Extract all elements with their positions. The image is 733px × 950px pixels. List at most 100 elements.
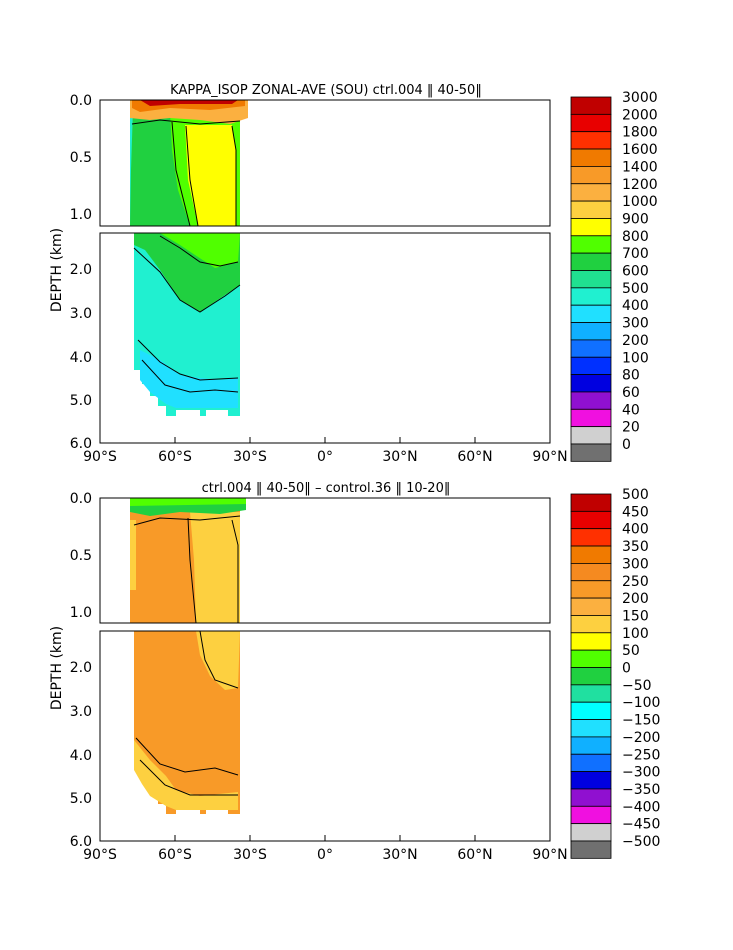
- panel-2-colorbar: 500450400350300250200150100500−50−100−15…: [570, 487, 660, 859]
- panel-2-xtick-label: 30°S: [233, 847, 267, 863]
- panel-1-colorbar-label: 100: [622, 350, 649, 366]
- panel-1-xtick-label: 30°S: [233, 449, 267, 465]
- panel-1-colorbar-swatch: [570, 200, 612, 219]
- panel-1-colorbar: 3000200018001600140012001000900800700600…: [570, 90, 658, 462]
- panel-2-colorbar-label: 400: [622, 522, 649, 538]
- panel-2-colorbar-label: −250: [622, 747, 660, 763]
- panel-2-colorbar-swatch: [570, 632, 612, 651]
- panel-1-colorbar-label: 1000: [622, 194, 658, 210]
- panel-1-upper-field: [130, 100, 248, 227]
- panel-1-colorbar-swatch: [570, 131, 612, 150]
- panel-1-xtick-label: 60°S: [158, 449, 192, 465]
- panel-2-colorbar-label: 350: [622, 539, 649, 555]
- panel-1-colorbar-label: 0: [622, 437, 631, 453]
- contour-lower-3: [137, 339, 239, 381]
- panel-1-colorbar-swatch: [570, 374, 612, 393]
- panel-1-colorbar-swatch: [570, 287, 612, 306]
- region-3000: [140, 100, 238, 106]
- panel-2-title: ctrl.004 ‖ 40-50‖ – control.36 ‖ 10-20‖: [202, 481, 451, 496]
- panel-1-colorbar-label: 400: [622, 298, 649, 314]
- panel-2-colorbar-swatch: [570, 753, 612, 773]
- panel-2-colorbar-swatch: [570, 771, 612, 790]
- panel-2-lower-field: [134, 630, 240, 814]
- panel-1-colorbar-swatch: [570, 148, 612, 167]
- panel-1-colorbar-swatch: [570, 391, 612, 410]
- panel-2-ytick-2: 1.0: [70, 605, 92, 621]
- panel-1-colorbar-label: 20: [622, 420, 640, 436]
- panel-2-xtick-label: 30°N: [382, 847, 417, 863]
- panel-2-colorbar-label: −500: [622, 834, 660, 850]
- panel-1-colorbar-label: 1800: [622, 125, 658, 141]
- region-800-lower: [160, 233, 240, 268]
- panel-1-ytick-2: 1.0: [70, 207, 92, 223]
- panel-2-colorbar-label: 250: [622, 574, 649, 590]
- panel-2-colorbar-swatch: [570, 805, 612, 825]
- panel-1-colorbar-label: 80: [622, 368, 640, 384]
- panel-1-colorbar-label: 60: [622, 385, 640, 401]
- panel-2-colorbar-swatch: [570, 528, 612, 547]
- contour-p2-lower-2: [135, 737, 239, 776]
- panel-2-colorbar-label: −100: [622, 695, 660, 711]
- panel-1-ytick-1: 0.5: [70, 150, 92, 166]
- panel-1-colorbar-swatch: [570, 426, 612, 445]
- panel-2-upper-field: [130, 498, 246, 624]
- panel-2-colorbar-label: 450: [622, 504, 649, 520]
- panel-2-colorbar-label: 200: [622, 591, 649, 607]
- panel-1-colorbar-label: 1400: [622, 159, 658, 175]
- panel-2-colorbar-label: 0: [622, 661, 631, 677]
- contour-lower-1: [133, 247, 241, 313]
- panel-2-ytick-0: 0.0: [70, 491, 92, 507]
- panel-1-colorbar-label: 3000: [622, 90, 658, 106]
- region-150-edge: [130, 520, 136, 590]
- region-200-edge: [134, 740, 238, 810]
- panel-2-ytick-6: 5.0: [70, 791, 92, 807]
- panel-1-lower-field: [133, 233, 241, 416]
- panel-1-ytick-6: 5.0: [70, 393, 92, 409]
- contour-lower-4: [141, 359, 239, 393]
- panel-2-colorbar-label: −450: [622, 817, 660, 833]
- panel-1-ytick-5: 4.0: [70, 350, 92, 366]
- panel-1-xaxis: 90°S 60°S 30°S 0° 30°N 60°N 90°N: [83, 437, 568, 465]
- panel-1-title: KAPPA_ISOP ZONAL-AVE (SOU) ctrl.004 ‖ 40…: [170, 83, 482, 98]
- panel-2-colorbar-swatch: [570, 493, 612, 512]
- panel-2: ctrl.004 ‖ 40-50‖ – control.36 ‖ 10-20‖ …: [49, 481, 660, 863]
- panel-1-colorbar-swatch: [570, 165, 612, 185]
- panel-1-colorbar-label: 600: [622, 264, 649, 280]
- contour-p2-upper-1: [133, 515, 241, 526]
- panel-2-colorbar-label: 300: [622, 556, 649, 572]
- panel-1-colorbar-label: 700: [622, 246, 649, 262]
- panel-2-colorbar-swatch: [570, 701, 612, 720]
- panel-1-colorbar-label: 900: [622, 211, 649, 227]
- panel-1-colorbar-swatch: [570, 270, 612, 289]
- contour-upper-3: [185, 125, 199, 227]
- panel-2-colorbar-label: −350: [622, 782, 660, 798]
- panel-1-colorbar-label: 2000: [622, 107, 658, 123]
- panel-1-colorbar-label: 1600: [622, 142, 658, 158]
- panel-2-colorbar-label: 100: [622, 626, 649, 642]
- contour-p2-lower-3: [139, 759, 238, 796]
- panel-1-ytick-3: 2.0: [70, 262, 92, 278]
- region-175-lower: [196, 631, 240, 690]
- panel-1-colorbar-label: 40: [622, 402, 640, 418]
- panel-2-colorbar-swatch: [570, 840, 612, 859]
- panel-2-ytick-3: 2.0: [70, 660, 92, 676]
- panel-2-xtick-label: 60°N: [457, 847, 492, 863]
- panel-2-colorbar-label: 150: [622, 608, 649, 624]
- panel-2-colorbar-swatch: [570, 580, 612, 599]
- panel-1-ytick-7: 6.0: [70, 436, 92, 452]
- panel-2-colorbar-swatch: [570, 563, 612, 582]
- panel-1-colorbar-label: 500: [622, 281, 649, 297]
- panel-1-colorbar-swatch: [570, 113, 612, 133]
- panel-2-xtick-label: 60°S: [158, 847, 192, 863]
- panel-1-xtick-label: 30°N: [382, 449, 417, 465]
- panel-2-colorbar-label: −150: [622, 713, 660, 729]
- panel-1-colorbar-swatch: [570, 443, 612, 462]
- contour-lower-2: [159, 235, 239, 267]
- panel-1-colorbar-label: 800: [622, 229, 649, 245]
- panel-1-colorbar-swatch: [570, 356, 612, 376]
- panel-1-ytick-0: 0.0: [70, 93, 92, 109]
- panel-2-colorbar-swatch: [570, 823, 612, 842]
- panel-2-xaxis: 90°S 60°S 30°S 0° 30°N 60°N 90°N: [83, 835, 568, 863]
- panel-1-colorbar-swatch: [570, 96, 612, 115]
